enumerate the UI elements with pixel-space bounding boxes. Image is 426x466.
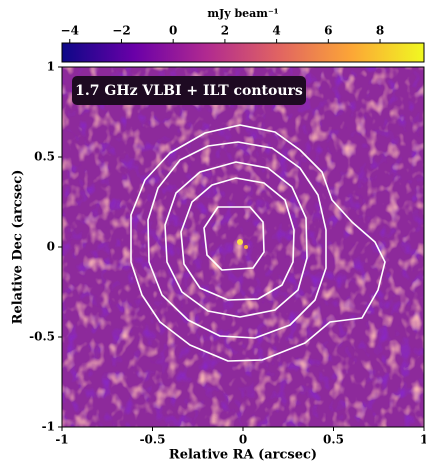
contour bbox=[130, 124, 386, 362]
colorbar-tick-label: 0 bbox=[169, 24, 177, 38]
image-noise bbox=[62, 67, 424, 427]
y-tick-label: 0 bbox=[47, 240, 55, 254]
source bbox=[244, 245, 248, 249]
y-tick-label: 1 bbox=[47, 60, 55, 74]
contour bbox=[147, 141, 327, 339]
contour bbox=[180, 177, 295, 301]
y-axis-label: Relative Dec (arcsec) bbox=[11, 170, 26, 325]
colorbar-tick-label: 4 bbox=[272, 24, 280, 38]
colorbar-tick-label: −2 bbox=[112, 24, 130, 38]
x-tick-label: 1 bbox=[420, 433, 426, 447]
colorbar-tick-label: 8 bbox=[376, 24, 384, 38]
annotation: 1.7 GHz VLBI + ILT contours bbox=[75, 83, 303, 99]
y-tick-label: -0.5 bbox=[29, 330, 55, 344]
y-tick-label: 0.5 bbox=[34, 150, 55, 164]
x-tick-label: 0.5 bbox=[323, 433, 344, 447]
x-tick-label: -0.5 bbox=[140, 433, 166, 447]
colorbar-tick-label: 2 bbox=[221, 24, 229, 38]
x-axis-label: Relative RA (arcsec) bbox=[169, 448, 317, 463]
colorbar-tick-label: −4 bbox=[61, 24, 79, 38]
image-panel bbox=[62, 67, 424, 427]
annotation-box bbox=[72, 76, 306, 105]
x-tick-label: -1 bbox=[55, 433, 68, 447]
x-tick-label: 0 bbox=[239, 433, 247, 447]
contour bbox=[203, 206, 265, 271]
colorbar bbox=[61, 42, 425, 63]
source bbox=[237, 239, 243, 245]
colorbar-tick-label: 6 bbox=[324, 24, 332, 38]
y-tick-label: -1 bbox=[42, 420, 55, 434]
contour bbox=[164, 161, 308, 318]
colorbar-label: mJy beam⁻¹ bbox=[207, 7, 278, 20]
